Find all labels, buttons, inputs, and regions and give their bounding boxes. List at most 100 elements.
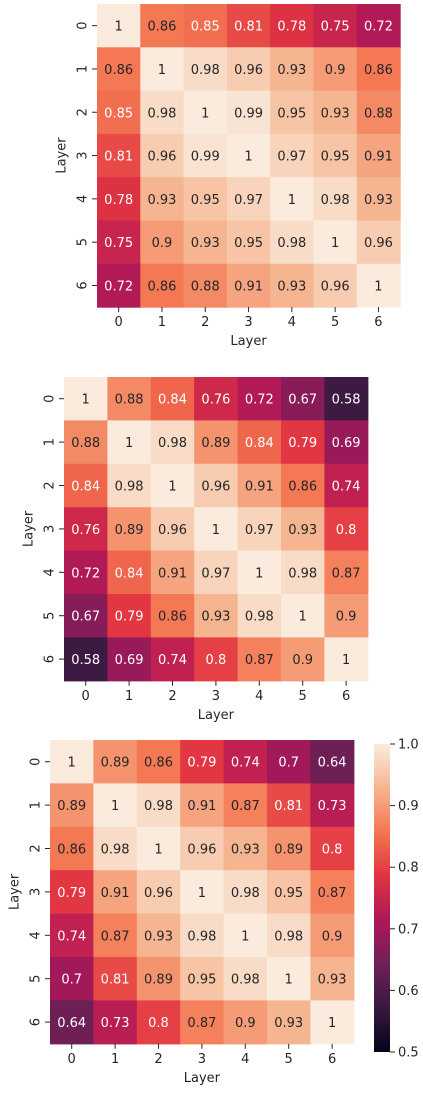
heatmap-cell — [107, 637, 152, 682]
heatmap-cell — [150, 594, 195, 638]
heatmap-cell — [226, 263, 271, 308]
heatmap-cell — [223, 783, 268, 828]
heatmap-cell — [324, 637, 369, 682]
cell-value-label: 0.8 — [336, 523, 357, 538]
heatmap-cell — [50, 913, 94, 958]
heatmap-cell — [313, 4, 358, 48]
heatmap-cell — [180, 1000, 225, 1045]
cell-value-label: 0.74 — [158, 653, 187, 668]
cell-value-label: 0.93 — [277, 279, 306, 294]
heatmap-cell — [281, 420, 325, 465]
cell-value-label: 0.95 — [191, 193, 220, 208]
heatmap-cell — [97, 177, 141, 222]
cell-value-label: 0.97 — [201, 566, 230, 581]
cell-value-label: 1 — [115, 20, 123, 35]
heatmap-cell — [310, 957, 355, 1001]
cell-value-label: 0.9 — [292, 653, 313, 668]
heatmap-cell — [281, 594, 325, 638]
cell-value-label: 0.88 — [364, 106, 393, 121]
heatmap-cell — [97, 133, 141, 178]
cell-value-label: 0.86 — [104, 63, 133, 78]
cell-value-label: 0.79 — [288, 436, 317, 451]
x-tick-label: 0 — [68, 1052, 76, 1067]
cell-value-label: 0.98 — [231, 973, 260, 988]
y-tick-label: 2 — [76, 108, 91, 116]
heatmap-cell — [183, 220, 228, 265]
heatmap-cell — [180, 740, 225, 784]
heatmap-cell — [97, 47, 141, 92]
heatmap-cell — [64, 594, 108, 638]
heatmap-cell — [140, 133, 185, 178]
cell-value-label: 0.86 — [364, 63, 393, 78]
y-tick-label: 0 — [43, 395, 58, 403]
cell-value-label: 0.7 — [278, 756, 299, 771]
cell-value-label: 0.74 — [57, 929, 86, 944]
heatmap-cell — [180, 783, 225, 828]
cell-value-label: 0.78 — [277, 20, 306, 35]
cell-value-label: 1 — [285, 973, 293, 988]
heatmap-cell — [64, 377, 108, 421]
x-tick-label: 3 — [244, 315, 252, 330]
heatmap-cell — [356, 220, 401, 265]
heatmap-cell — [270, 177, 315, 222]
heatmap-cell — [183, 4, 228, 48]
heatmap-cell — [136, 870, 181, 915]
cell-value-label: 0.75 — [104, 236, 133, 251]
heatmap-cell — [226, 90, 271, 135]
cell-value-label: 0.93 — [288, 523, 317, 538]
heatmap-cell — [313, 220, 358, 265]
cell-value-label: 0.84 — [115, 566, 144, 581]
y-tick-label: 6 — [76, 281, 91, 289]
heatmap-cell — [313, 90, 358, 135]
heatmap-cell — [223, 870, 268, 915]
cell-value-label: 1 — [154, 843, 162, 858]
cell-value-label: 0.98 — [274, 929, 303, 944]
heatmap-panel-1: 1 0.86 0.85 0.81 0.78 0.75 0.720.86 1 0.98 0.96 0.… — [55, 4, 401, 349]
heatmap-cell — [324, 550, 369, 595]
heatmap-cell — [194, 594, 239, 638]
cell-value-label: 0.89 — [144, 973, 173, 988]
x-tick-label: 5 — [331, 315, 339, 330]
cell-value-label: 0.76 — [71, 523, 100, 538]
cell-value-label: 0.87 — [318, 886, 347, 901]
heatmap-cell — [226, 220, 271, 265]
heatmap-cell — [180, 870, 225, 915]
cell-value-label: 0.64 — [57, 1016, 86, 1031]
heatmap-cell — [356, 90, 401, 135]
cell-value-label: 1 — [168, 480, 176, 495]
cell-value-label: 0.98 — [147, 106, 176, 121]
cell-value-label: 0.8 — [206, 653, 227, 668]
cell-value-label: 0.84 — [245, 436, 274, 451]
heatmap-cell — [226, 4, 271, 48]
cell-value-label: 0.87 — [245, 653, 274, 668]
heatmap-cell — [313, 177, 358, 222]
cell-value-label: 0.93 — [147, 193, 176, 208]
x-tick-label: 6 — [328, 1052, 336, 1067]
x-tick-label: 3 — [198, 1052, 206, 1067]
cell-value-label: 0.96 — [158, 523, 187, 538]
cell-value-label: 0.98 — [191, 63, 220, 78]
x-tick-label: 3 — [212, 689, 220, 704]
cell-value-label: 0.93 — [274, 1016, 303, 1031]
heatmap-cell — [226, 133, 271, 178]
heatmap-cell — [324, 594, 369, 638]
cell-value-label: 0.91 — [234, 279, 263, 294]
y-tick-label: 1 — [29, 801, 44, 809]
cell-value-label: 0.98 — [115, 480, 144, 495]
x-tick-label: 0 — [82, 689, 90, 704]
heatmap-cell — [281, 550, 325, 595]
heatmap-cell — [140, 177, 185, 222]
x-tick-label: 2 — [154, 1052, 162, 1067]
heatmap-cell — [50, 1000, 94, 1045]
heatmap-cell — [270, 220, 315, 265]
y-axis-label: Layer — [22, 510, 37, 547]
y-tick-label: 4 — [76, 195, 91, 203]
heatmap-cell — [93, 870, 138, 915]
cell-value-label: 0.72 — [364, 20, 393, 35]
x-tick-label: 1 — [158, 315, 166, 330]
y-tick-label: 5 — [29, 975, 44, 983]
cell-value-label: 0.93 — [364, 193, 393, 208]
heatmap-cell — [183, 133, 228, 178]
cell-value-label: 0.72 — [245, 393, 274, 408]
